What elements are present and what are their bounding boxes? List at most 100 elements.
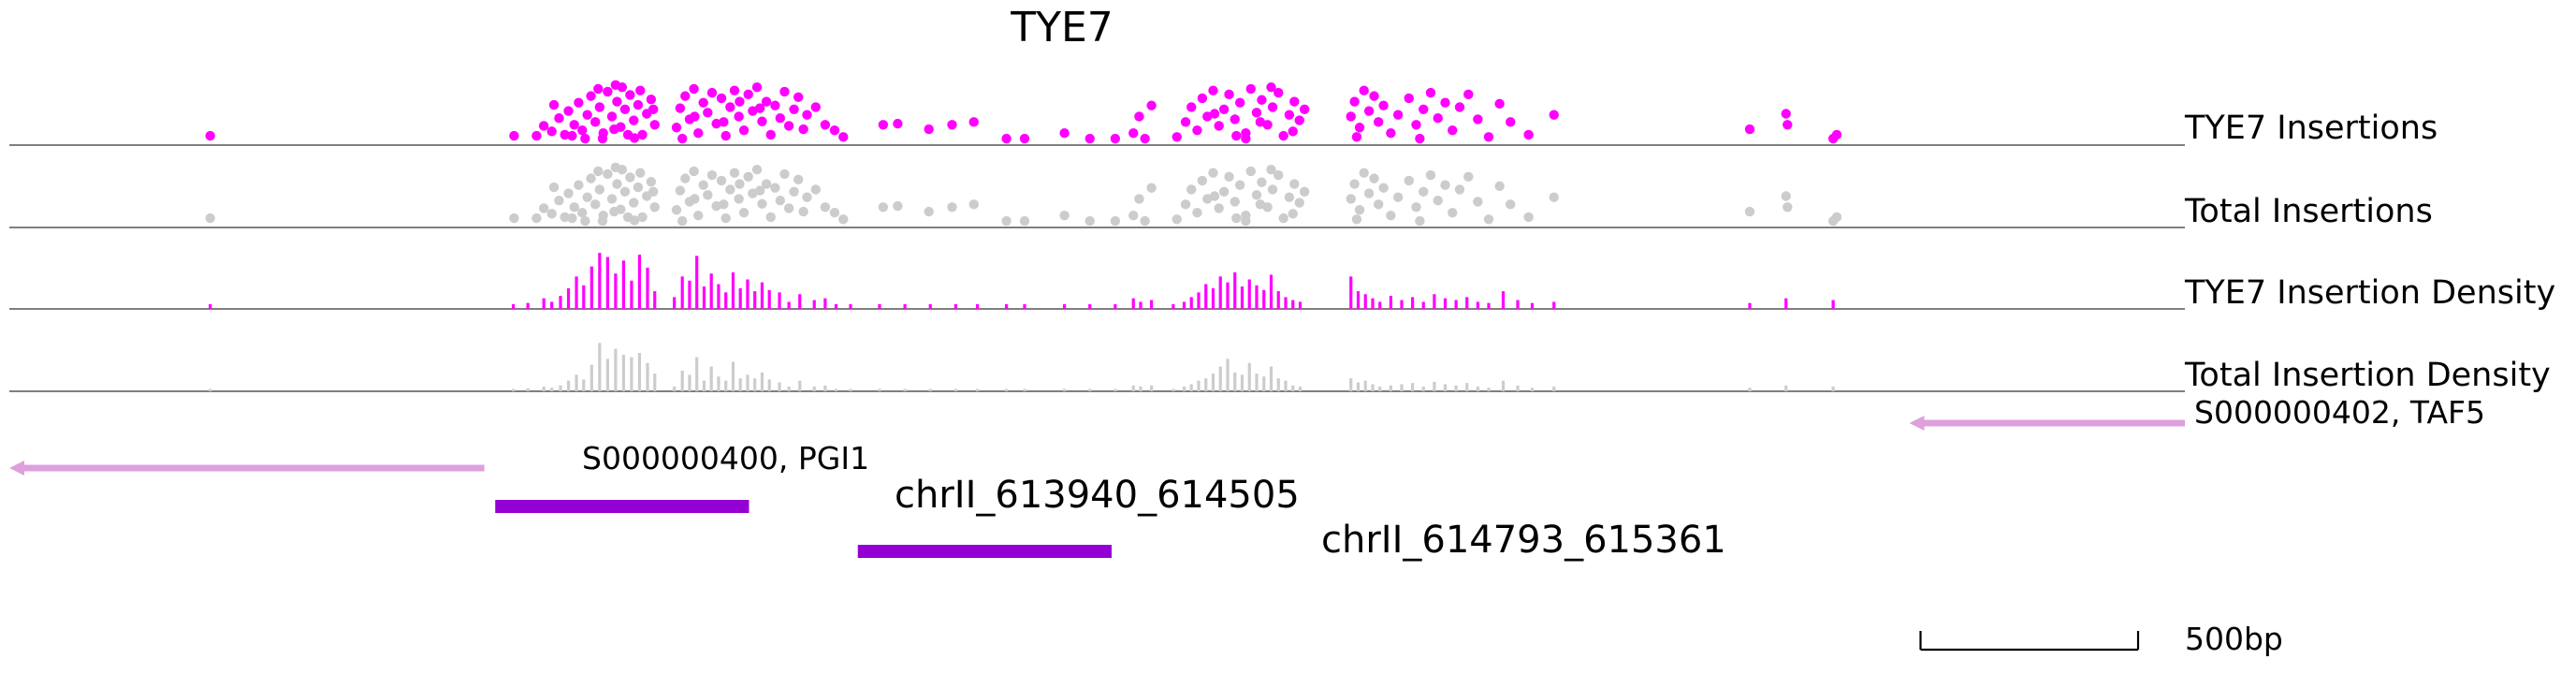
tye7-density-bar [550, 301, 554, 309]
total-density-bar [1784, 385, 1788, 391]
total-density-bar [695, 357, 699, 391]
total-density-bar [566, 380, 571, 391]
tye7-insertion-point [1783, 120, 1793, 130]
total-density-bar [630, 357, 633, 391]
tye7-insertion-point [560, 129, 570, 140]
tye7-insertion-point [924, 124, 934, 135]
tye7-insertion-point [719, 117, 729, 127]
region-bar-region-613940 [495, 500, 750, 513]
total-insertion-point [1483, 214, 1494, 225]
total-density-bar [1218, 366, 1222, 391]
total-density-bar [1371, 384, 1375, 391]
tye7-density-bar [1552, 301, 1556, 309]
tye7-insertion-point [1359, 85, 1369, 95]
total-insertion-point [735, 179, 745, 189]
tye7-insertion-point [1224, 89, 1234, 100]
total-density-bar [834, 388, 838, 391]
total-insertion-point [798, 206, 808, 217]
tye7-insertion-point [1134, 111, 1144, 122]
total-insertion-point [1224, 171, 1234, 183]
total-insertion-point [1354, 205, 1365, 215]
tye7-insertion-point [698, 97, 708, 108]
total-insertion-point [1359, 168, 1369, 178]
tye7-density-bar [575, 276, 578, 309]
total-density-bar [1501, 380, 1506, 391]
tye7-insertion-point [1231, 130, 1242, 141]
total-insertion-point [1523, 212, 1534, 223]
tye7-density-bar [1291, 300, 1295, 309]
tye7-density-bar [1465, 297, 1469, 309]
total-insertion-point [1019, 215, 1030, 227]
total-insertion-point [606, 194, 618, 204]
tye7-insertion-point [1433, 113, 1443, 124]
total-insertion-point [563, 188, 574, 198]
tye7-insertion-point [554, 113, 564, 124]
tye7-density-bar [928, 303, 932, 309]
total-insertion-point [597, 215, 608, 227]
total-insertion-point [1783, 202, 1793, 212]
tye7-density-bar [637, 255, 642, 309]
tye7-insertion-point [783, 121, 794, 131]
tye7-insertion-point [649, 120, 660, 130]
tye7-insertion-point [619, 104, 631, 114]
total-insertion-point [1186, 184, 1197, 195]
tye7-density-bar [630, 280, 633, 309]
total-insertion-point [1448, 208, 1458, 218]
total-insertion-point [205, 212, 215, 224]
tye7-insertion-point [1289, 96, 1300, 107]
tye7-density-bar [753, 291, 757, 309]
total-insertion-point [649, 202, 660, 212]
total-density-bar [812, 386, 816, 391]
tye7-insertion-point [538, 121, 549, 131]
total-density-bar [1189, 384, 1193, 391]
total-insertion-point [1001, 215, 1011, 227]
total-insertion-point [629, 215, 640, 226]
tye7-insertion-point [593, 83, 604, 95]
tye7-insertion-point [734, 111, 744, 122]
tye7-insertion-point [765, 129, 776, 140]
total-insertion-point [1744, 206, 1755, 217]
tye7-insertion-point [612, 96, 622, 107]
tye7-density-bar [1356, 291, 1361, 309]
tye7-density-bar [731, 271, 735, 309]
tye7-density-bar [1139, 301, 1142, 309]
total-insertion-point [802, 192, 812, 202]
total-insertion-point [538, 203, 549, 213]
tye7-insertion-point [597, 133, 608, 144]
total-insertion-point [734, 194, 744, 204]
total-insertion-point [1208, 168, 1218, 178]
total-insertion-point [878, 202, 889, 212]
tye7-insertion-point [1110, 133, 1121, 144]
tye7-insertion-point [754, 103, 765, 113]
region-bar-region-614793 [857, 545, 1112, 558]
total-density-bar [1748, 388, 1752, 391]
tye7-insertion-point [878, 120, 889, 130]
tye7-insertion-point [1266, 81, 1276, 93]
total-insertion-point [720, 212, 731, 224]
total-density-bar [1552, 386, 1556, 391]
total-density-bar [1356, 382, 1361, 391]
total-insertion-point [1192, 208, 1202, 218]
tye7-insertion-point [646, 94, 657, 105]
tye7-insertion-point [625, 90, 635, 100]
tye7-density-bar [589, 266, 593, 309]
total-insertion-point [554, 196, 564, 206]
tye7-insertion-point [1273, 87, 1284, 98]
total-density-bar [798, 380, 802, 391]
tye7-density-bar [953, 303, 957, 309]
total-insertion-point [1288, 209, 1298, 219]
total-insertion-point [586, 173, 596, 183]
total-insertion-point [629, 198, 639, 208]
tye7-insertion-point [205, 130, 215, 141]
tye7-insertion-point [1172, 132, 1182, 142]
tye7-density-bar [1113, 303, 1117, 309]
total-density-bar [673, 386, 677, 391]
tye7-density-bar [598, 253, 602, 309]
tye7-insertion-point [1257, 95, 1267, 105]
total-insertion-point [1463, 171, 1474, 183]
tye7-insertion-point [1019, 133, 1030, 144]
tye7-insertion-point [1349, 96, 1360, 107]
total-density-bar [976, 388, 980, 391]
total-insertion-point [775, 196, 786, 206]
